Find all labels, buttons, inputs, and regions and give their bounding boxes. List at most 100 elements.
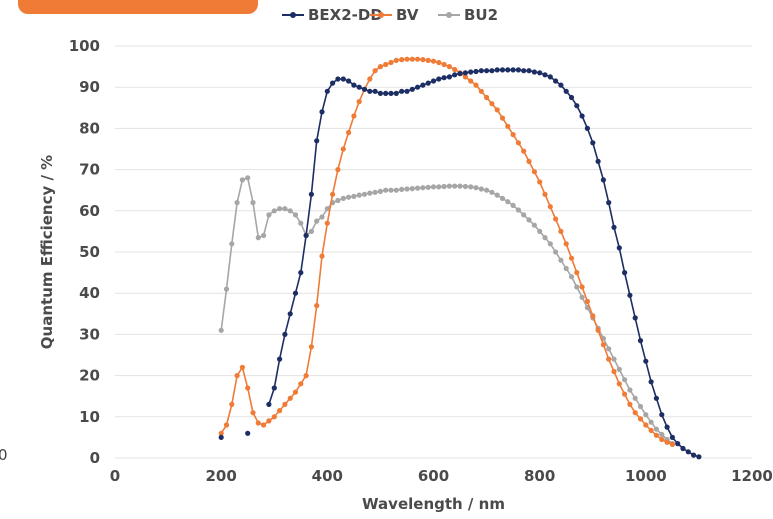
data-point-bv (409, 56, 415, 62)
data-point-bex2-dd (590, 140, 596, 146)
series-layer (218, 56, 702, 460)
data-point-bv (489, 101, 495, 107)
data-point-bex2-dd (351, 82, 357, 88)
data-point-bu2 (510, 202, 516, 208)
data-point-bv (611, 368, 617, 375)
data-point-bex2-dd (685, 449, 691, 455)
data-point-bex2-dd (372, 88, 378, 94)
data-point-bu2 (484, 187, 490, 193)
data-point-bu2 (393, 187, 399, 193)
legend: BEX2-DD BV BU2 (282, 6, 498, 24)
data-point-bex2-dd (340, 76, 346, 82)
x-tick-label: 0 (110, 467, 120, 485)
data-point-bu2 (446, 183, 452, 189)
data-point-bex2-dd (346, 78, 352, 84)
data-point-bex2-dd (319, 109, 325, 115)
data-point-bu2 (478, 186, 484, 192)
data-point-bv (271, 414, 277, 420)
y-tick-label: 40 (79, 284, 100, 302)
data-point-bv (255, 420, 261, 426)
data-point-bu2 (346, 194, 352, 200)
data-point-bu2 (255, 235, 261, 241)
data-point-bv (314, 303, 320, 309)
data-point-bex2-dd (632, 315, 638, 321)
data-point-bu2 (223, 286, 230, 292)
data-point-bex2-dd (388, 90, 394, 96)
data-point-bv (526, 158, 532, 164)
data-point-bu2 (499, 195, 506, 201)
x-tick-label: 1000 (625, 467, 667, 485)
legend-label: BEX2-DD (308, 6, 383, 24)
data-point-bv (659, 436, 665, 443)
data-point-bv (521, 148, 527, 154)
y-tick-labels: 0 10 20 30 40 50 60 70 80 90 100 (69, 37, 100, 467)
data-point-bex2-dd (245, 430, 251, 436)
data-point-bu2 (622, 377, 628, 383)
data-point-bex2-dd (622, 270, 628, 276)
y-tick-label: 90 (79, 78, 100, 96)
data-point-bex2-dd (680, 445, 686, 452)
data-point-bex2-dd (420, 82, 426, 88)
data-point-bu2 (637, 403, 644, 410)
data-point-bu2 (579, 294, 585, 300)
data-point-bv (637, 416, 644, 422)
x-tick-label: 800 (524, 467, 555, 485)
data-point-bv (616, 381, 622, 387)
data-point-bv (367, 76, 373, 82)
data-point-bv (558, 228, 564, 234)
data-point-bu2 (377, 188, 383, 194)
data-point-bv (404, 56, 410, 62)
data-point-bu2 (653, 426, 660, 432)
data-point-bv (319, 253, 325, 259)
data-point-bex2-dd (425, 80, 431, 86)
data-point-bu2 (266, 212, 272, 218)
data-point-bu2 (558, 257, 564, 263)
data-point-bv (292, 389, 299, 395)
data-point-bex2-dd (489, 68, 495, 74)
data-point-bv (643, 422, 649, 428)
data-point-bv (584, 298, 591, 304)
data-point-bu2 (372, 189, 378, 195)
data-point-bex2-dd (664, 424, 670, 430)
data-point-bv (250, 410, 256, 416)
data-point-bu2 (611, 356, 617, 362)
data-point-bex2-dd (271, 385, 277, 391)
series-bex2-dd (218, 67, 702, 460)
data-point-bu2 (404, 186, 410, 192)
data-point-bv (441, 61, 447, 68)
data-point-bv (462, 74, 468, 80)
y-tick-label: 30 (79, 325, 100, 343)
y-tick-label: 10 (79, 408, 100, 426)
data-point-bv (473, 82, 479, 88)
data-point-bex2-dd (600, 177, 607, 183)
data-point-bv (282, 401, 288, 407)
data-point-bex2-dd (574, 103, 580, 109)
data-point-bv (590, 313, 596, 319)
data-point-bu2 (425, 184, 431, 190)
data-point-bu2 (574, 284, 580, 290)
data-point-bex2-dd (457, 71, 463, 77)
legend-marker (378, 12, 384, 18)
data-point-bu2 (563, 265, 569, 272)
data-point-bex2-dd (669, 434, 676, 440)
data-point-bex2-dd (452, 72, 458, 78)
data-point-bu2 (277, 206, 283, 212)
data-point-bu2 (489, 189, 495, 195)
data-point-bex2-dd (399, 88, 405, 94)
data-point-bex2-dd (505, 67, 511, 73)
data-point-bex2-dd (659, 412, 665, 418)
data-point-bu2 (356, 192, 362, 198)
data-point-bv (330, 191, 336, 197)
data-point-bu2 (361, 191, 368, 197)
data-point-bu2 (324, 206, 330, 212)
legend-label: BV (396, 6, 419, 24)
data-point-bv (595, 327, 601, 333)
data-point-bu2 (415, 185, 421, 191)
data-point-bu2 (319, 214, 325, 220)
data-point-bex2-dd (468, 69, 474, 75)
data-point-bu2 (436, 184, 442, 190)
data-point-bex2-dd (298, 270, 304, 276)
x-axis-title: Wavelength / nm (362, 495, 505, 513)
data-point-bex2-dd (542, 72, 548, 78)
data-point-bu2 (229, 241, 235, 247)
